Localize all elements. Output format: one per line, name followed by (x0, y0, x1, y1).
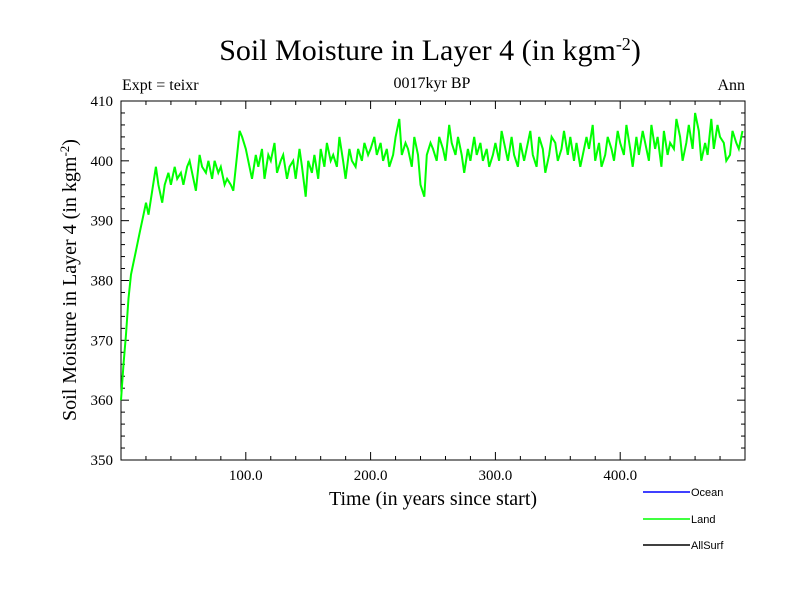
subtitle-center: 0017kyr BP (394, 75, 471, 92)
y-tick-label: 360 (91, 393, 114, 409)
subtitle-left: Expt = teixr (122, 77, 199, 94)
x-tick-label: 100.0 (229, 468, 263, 484)
legend-label-land: Land (691, 514, 715, 526)
ylabel-superscript: -2 (57, 146, 72, 157)
legend: Ocean Land AllSurf (643, 487, 724, 552)
y-tick-label: 380 (91, 274, 114, 290)
title-superscript: -2 (616, 34, 631, 54)
x-axis-label: Time (in years since start) (329, 488, 537, 510)
x-tick-label: 400.0 (603, 468, 637, 484)
x-tick-label: 200.0 (354, 468, 388, 484)
plot-frame (120, 100, 746, 461)
y-tick-label: 390 (91, 214, 114, 230)
series-line-land (120, 112, 744, 401)
ylabel-close: ) (59, 139, 81, 146)
legend-label-ocean: Ocean (691, 487, 723, 499)
axis-ticks (121, 100, 745, 461)
title-text: Soil Moisture in Layer 4 (in kgm (219, 34, 616, 67)
title-close: ) (631, 34, 641, 67)
tick-labels: 350 360 370 380 390 400 410 100.0 200.0 300.0 400.… (91, 94, 638, 484)
ylabel-text: Soil Moisture in Layer 4 (in kgm (59, 156, 81, 421)
subtitle-right: Ann (717, 77, 745, 94)
y-tick-label: 350 (91, 453, 114, 469)
y-tick-label: 370 (91, 333, 114, 349)
y-tick-label: 410 (91, 94, 114, 110)
legend-label-allsurf: AllSurf (691, 540, 724, 552)
y-axis-label: Soil Moisture in Layer 4 (in kgm-2) (57, 139, 82, 421)
chart-title: Soil Moisture in Layer 4 (in kgm-2) (219, 34, 641, 67)
y-tick-label: 400 (91, 154, 114, 170)
x-tick-label: 300.0 (479, 468, 513, 484)
